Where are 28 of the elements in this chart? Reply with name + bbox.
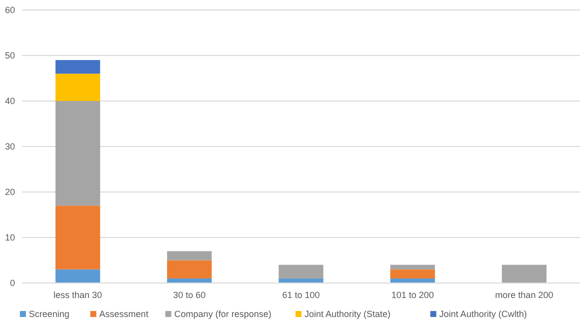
bar xyxy=(390,269,435,278)
y-tick-label: 30 xyxy=(4,141,15,152)
legend-label: Joint Authority (State) xyxy=(304,308,391,319)
bar xyxy=(55,206,100,270)
y-tick-label: 40 xyxy=(4,96,15,106)
bar xyxy=(502,264,547,283)
legend-label: Joint Authority (Cwlth) xyxy=(439,308,527,319)
y-tick-label: 20 xyxy=(4,186,15,197)
bar xyxy=(167,251,212,260)
bar xyxy=(167,260,212,278)
x-tick-label: 30 to 60 xyxy=(173,290,206,300)
bar xyxy=(55,269,100,283)
bar xyxy=(390,264,435,270)
y-tick-label: 60 xyxy=(4,4,15,15)
legend-label: Screening xyxy=(28,308,70,319)
x-tick-label: more than 200 xyxy=(495,290,554,300)
bar xyxy=(278,264,324,278)
x-tick-label: 101 to 200 xyxy=(391,290,434,300)
y-tick-label: 0 xyxy=(10,278,15,288)
y-tick-label: 50 xyxy=(4,50,15,60)
bar xyxy=(55,101,100,206)
legend-label: Company (for response) xyxy=(174,308,272,319)
x-tick-label: 61 to 100 xyxy=(282,290,320,300)
bar xyxy=(55,60,100,74)
bar xyxy=(55,74,100,101)
legend-label: Assessment xyxy=(99,308,149,319)
x-tick-label: less than 30 xyxy=(54,290,102,300)
y-tick-label: 10 xyxy=(4,232,15,242)
